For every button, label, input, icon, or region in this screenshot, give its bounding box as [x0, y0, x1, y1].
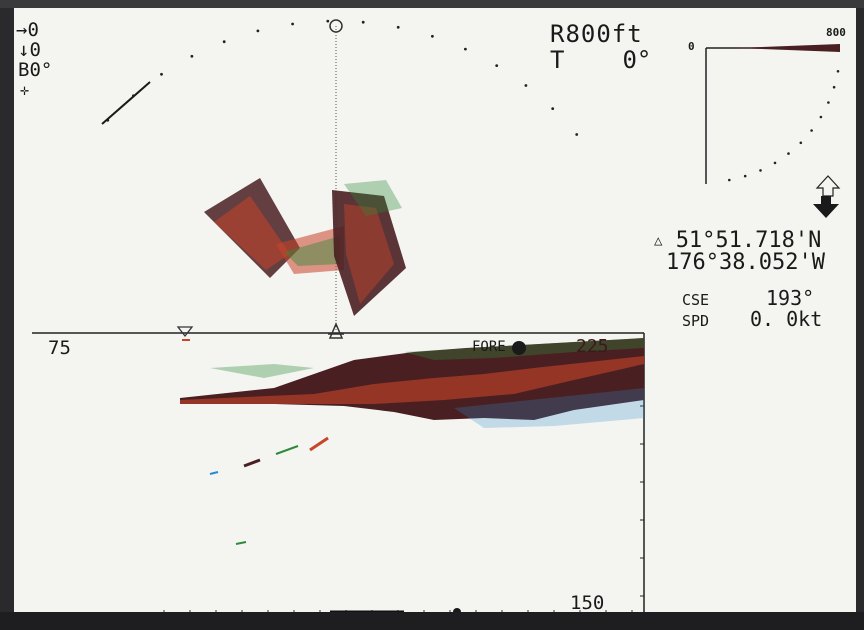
bearing-value: 0°: [29, 59, 53, 81]
mini-scale-dot: [728, 178, 731, 182]
mini-scale-dot: [819, 115, 823, 119]
range-readout: R800ft: [550, 22, 643, 46]
mini-scale-start-label: 0: [688, 40, 695, 53]
offset-y-value: 0: [29, 39, 41, 61]
mini-scale-dot: [743, 174, 747, 178]
offset-x-value: 0: [27, 19, 39, 41]
speed-value: 0. 0kt: [750, 307, 823, 331]
mini-scale-dot: [810, 129, 813, 132]
monitor-bezel-bottom: [0, 612, 864, 630]
scattered-echoes: [209, 436, 329, 545]
up-arrow-icon[interactable]: [815, 175, 841, 197]
north-marker-icon: [329, 19, 343, 33]
offset-y-readout: ↓0: [18, 40, 41, 60]
mini-range-scale: [705, 44, 840, 184]
own-ship-icon: [328, 322, 344, 339]
tilt-label: T: [550, 46, 565, 74]
range-ring-dot: [524, 84, 528, 87]
ship-track-trail: [101, 81, 151, 125]
mini-scale-end-label: 800: [826, 26, 846, 39]
position-marker-icon: △: [654, 233, 663, 249]
tilt-value: 0°: [622, 46, 652, 74]
mini-scale-dot: [787, 152, 790, 155]
left-depth-label: 75: [48, 337, 71, 359]
range-ring-dot: [326, 19, 330, 23]
down-small-arrow-icon: ↓: [18, 39, 30, 61]
offset-x-readout: →0: [16, 20, 39, 40]
right-tick-label: 225: [576, 336, 609, 357]
bearing-marker-icon: [176, 326, 194, 338]
latitude-readout: △ 51°51.718'N: [654, 230, 821, 252]
tilt-readout: T 0°: [550, 48, 651, 72]
range-ring-dot: [190, 54, 194, 58]
mini-scale-dot: [832, 85, 836, 89]
echogram-fish-school: [180, 338, 644, 428]
sonar-graphics-layer: [32, 19, 841, 616]
range-ring-dot: [396, 25, 400, 29]
latitude-value: 51°51.718'N: [675, 228, 822, 253]
range-ring-dot: [361, 20, 365, 24]
bearing-label: B: [18, 59, 30, 81]
course-value: 193°: [766, 286, 815, 310]
range-ring-dot: [495, 64, 499, 67]
bearing-readout: B0°: [18, 60, 52, 80]
range-ring-dot: [222, 40, 226, 44]
down-arrow-icon[interactable]: [813, 196, 839, 218]
range-ring-dots: [106, 19, 579, 136]
mini-scale-dot: [827, 101, 830, 104]
mini-scale-dot: [799, 141, 803, 145]
bottom-depth-label: 150: [570, 592, 605, 614]
mini-scale-dot: [759, 169, 762, 172]
sonar-display-screen: →0 ↓0 B0° ✛ R800ft T 0° 0 800 △ 51°51.718…: [14, 8, 856, 620]
longitude-value: 176°38.052'W: [666, 250, 825, 275]
range-ring-dot: [291, 22, 294, 26]
sector-echo: [204, 178, 406, 316]
range-ring-dot: [160, 72, 163, 76]
cursor-icon: ✛: [20, 81, 30, 99]
fore-label: FORE: [472, 339, 506, 355]
course-label: CSE: [682, 291, 710, 309]
range-value: 800ft: [565, 20, 643, 48]
right-arrow-icon: →: [16, 19, 28, 41]
range-ring-dot: [464, 47, 467, 51]
mini-scale-dot: [836, 70, 840, 73]
fore-indicator-icon: [512, 341, 526, 355]
range-ring-dot: [256, 29, 260, 33]
monitor-bezel-top: [0, 0, 864, 8]
range-ring-dot: [575, 133, 579, 136]
range-ring-dot: [551, 107, 555, 110]
speed-label: SPD: [682, 312, 710, 330]
range-label: R: [550, 20, 566, 48]
range-ring-dot: [431, 34, 434, 38]
mini-scale-dot: [773, 161, 777, 165]
